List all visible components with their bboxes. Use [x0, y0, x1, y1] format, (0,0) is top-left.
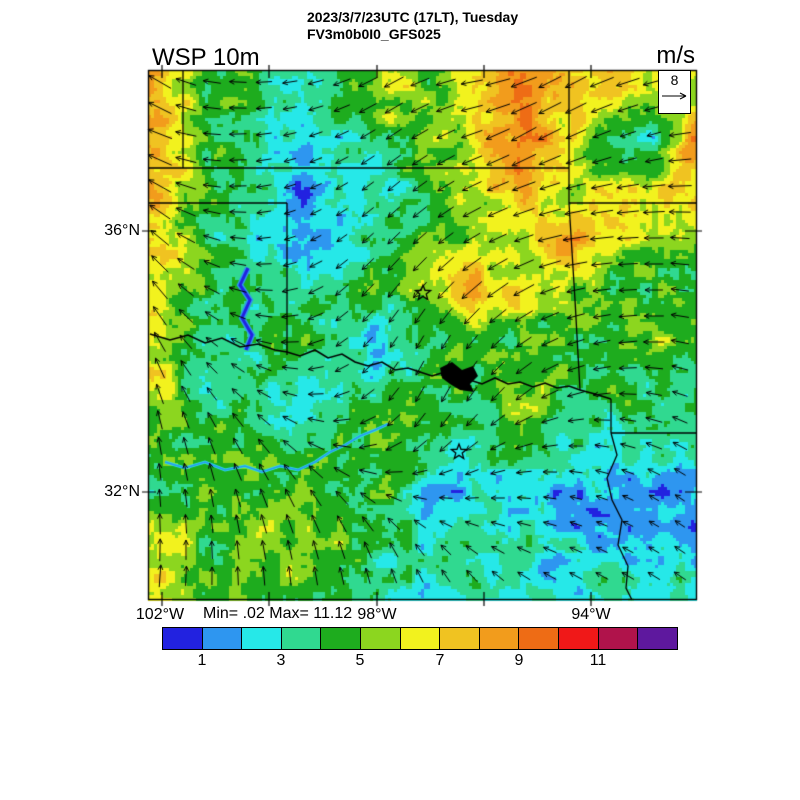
- colorbar-segment: [439, 628, 479, 649]
- colorbar: [162, 627, 678, 650]
- title-line-2: FV3m0b0I0_GFS025: [307, 26, 441, 42]
- reference-arrow-icon: [662, 92, 687, 100]
- colorbar-label-7: 7: [435, 652, 445, 669]
- colorbar-segment: [360, 628, 400, 649]
- wind-speed-map-canvas: [138, 60, 707, 610]
- colorbar-segment: [241, 628, 281, 649]
- colorbar-segment: [518, 628, 559, 649]
- lon-label-98w: 98°W: [357, 606, 397, 623]
- colorbar-segment: [201, 628, 242, 649]
- colorbar-segment: [637, 628, 677, 649]
- colorbar-label-9: 9: [514, 652, 524, 669]
- colorbar-segment: [163, 628, 202, 649]
- colorbar-segment: [478, 628, 519, 649]
- title-line-1: 2023/3/7/23UTC (17LT), Tuesday: [307, 9, 519, 25]
- lat-label-36n: 36°N: [104, 222, 140, 239]
- colorbar-segment: [280, 628, 321, 649]
- lon-label-94w: 94°W: [571, 606, 611, 623]
- colorbar-label-11: 11: [589, 652, 607, 669]
- reference-vector-value: 8: [670, 72, 679, 88]
- colorbar-segment: [399, 628, 440, 649]
- colorbar-label-5: 5: [355, 652, 365, 669]
- title-block: 2023/3/7/23UTC (17LT), Tuesday FV3m0b0I0…: [307, 9, 518, 43]
- lon-label-102w: 102°W: [135, 606, 185, 623]
- colorbar-segment: [320, 628, 361, 649]
- colorbar-segment: [558, 628, 598, 649]
- colorbar-label-3: 3: [276, 652, 286, 669]
- colorbar-segment: [597, 628, 638, 649]
- reference-vector-box: 8: [658, 70, 691, 114]
- lat-label-32n: 32°N: [104, 483, 140, 500]
- colorbar-label-1: 1: [197, 652, 207, 669]
- minmax-annotation: Min= .02 Max= 11.12: [203, 605, 353, 622]
